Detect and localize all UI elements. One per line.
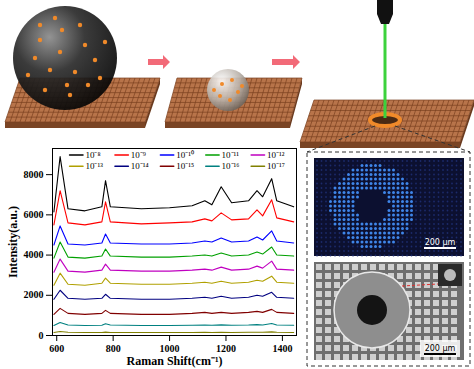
svg-text:200 μm: 200 μm	[425, 344, 456, 353]
svg-text:10⁻¹⁰: 10⁻¹⁰	[176, 150, 194, 160]
svg-text:10⁻¹⁵: 10⁻¹⁵	[176, 161, 194, 171]
svg-text:4000: 4000	[24, 249, 44, 260]
svg-text:1000: 1000	[160, 343, 180, 354]
svg-text:10⁻¹⁴: 10⁻¹⁴	[131, 161, 149, 171]
svg-text:10⁻¹¹: 10⁻¹¹	[222, 150, 240, 160]
svg-text:2000: 2000	[24, 289, 44, 300]
svg-text:10⁻⁸: 10⁻⁸	[85, 150, 100, 160]
svg-text:10⁻¹³: 10⁻¹³	[85, 161, 103, 171]
svg-text:1200: 1200	[216, 343, 236, 354]
svg-text:10⁻¹²: 10⁻¹²	[267, 150, 285, 160]
svg-text:1400: 1400	[272, 343, 292, 354]
svg-text:10⁻¹⁶: 10⁻¹⁶	[222, 161, 240, 171]
svg-text:10⁻¹⁷: 10⁻¹⁷	[267, 161, 285, 171]
svg-text:800: 800	[106, 343, 121, 354]
svg-text:600: 600	[49, 343, 64, 354]
svg-text:200 μm: 200 μm	[425, 238, 456, 247]
svg-text:Intensity(a.u.): Intensity(a.u.)	[6, 206, 20, 278]
svg-text:10⁻⁹: 10⁻⁹	[131, 150, 146, 160]
svg-text:8000: 8000	[24, 169, 44, 180]
svg-text:0: 0	[39, 330, 44, 341]
svg-text:6000: 6000	[24, 209, 44, 220]
svg-text:Raman Shift(cm⁻¹): Raman Shift(cm⁻¹)	[127, 354, 223, 368]
